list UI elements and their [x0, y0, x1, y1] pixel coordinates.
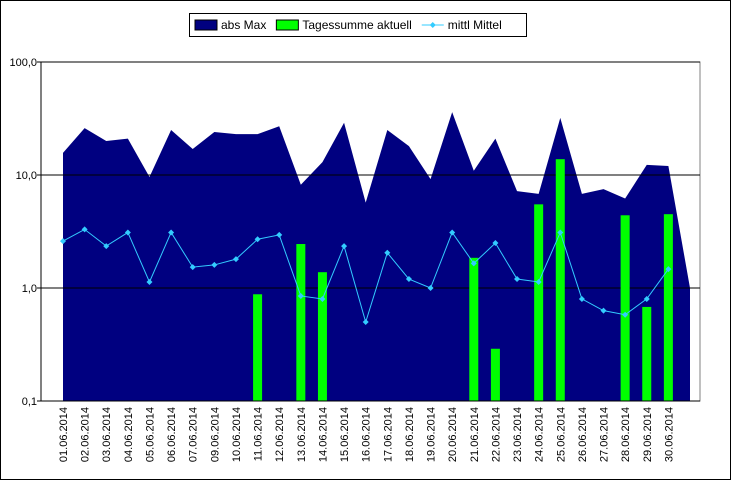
bar: [555, 159, 565, 401]
bar: [490, 348, 500, 401]
y-tick-label: 0,1: [22, 396, 37, 408]
marker: [232, 256, 239, 263]
x-tick-label: 05.06.2014: [144, 407, 156, 462]
bar: [620, 215, 630, 401]
bar: [534, 204, 544, 401]
bar: [663, 214, 673, 401]
x-tick-label: 24.06.2014: [534, 407, 546, 462]
x-tick-label: 19.06.2014: [426, 407, 438, 462]
bar: [253, 294, 263, 401]
x-tick-label: 17.06.2014: [382, 407, 394, 462]
bar: [469, 257, 479, 401]
y-tick-label: 1,0: [22, 283, 37, 295]
bar: [642, 306, 652, 401]
x-tick-label: 20.06.2014: [447, 407, 459, 462]
marker: [362, 319, 369, 326]
x-tick-label: 07.06.2014: [188, 407, 200, 462]
x-tick-label: 03.06.2014: [101, 407, 113, 462]
x-tick-label: 06.06.2014: [166, 407, 178, 462]
x-tick-label: 21.06.2014: [469, 407, 481, 462]
x-tick-label: 22.06.2014: [490, 407, 502, 462]
marker: [427, 285, 434, 291]
marker: [319, 295, 326, 302]
bar: [296, 244, 306, 401]
x-tick-label: 26.06.2014: [577, 407, 589, 462]
area: [63, 112, 690, 401]
x-tick-label: 01.06.2014: [58, 407, 70, 462]
legend-label: mittl Mittel: [448, 18, 502, 32]
marker: [81, 226, 88, 233]
marker: [492, 240, 499, 247]
marker: [622, 311, 629, 318]
x-tick-label: 30.06.2014: [663, 407, 675, 462]
x-tick-label: 10.06.2014: [231, 407, 243, 462]
x-tick-label: 18.06.2014: [404, 407, 416, 462]
x-tick-label: 11.06.2014: [253, 407, 265, 461]
x-tick-label: 27.06.2014: [599, 407, 611, 462]
x-tick-label: 28.06.2014: [620, 407, 632, 462]
marker: [254, 236, 261, 243]
marker: [189, 264, 196, 271]
marker: [103, 243, 110, 250]
marker: [600, 307, 607, 314]
marker: [146, 279, 153, 286]
marker: [297, 292, 304, 299]
marker: [341, 243, 348, 250]
x-tick-label: 15.06.2014: [339, 407, 351, 462]
x-tick-label: 04.06.2014: [123, 407, 135, 462]
marker: [60, 238, 66, 245]
marker: [168, 229, 175, 236]
bar: [317, 272, 327, 401]
marker: [384, 249, 391, 256]
x-tick-label: 25.06.2014: [555, 407, 567, 462]
marker: [665, 266, 672, 273]
x-tick-label: 29.06.2014: [642, 407, 654, 462]
marker: [643, 295, 650, 302]
x-tick-label: 14.06.2014: [317, 407, 329, 462]
marker: [211, 261, 218, 268]
x-tick-label: 16.06.2014: [361, 407, 373, 462]
x-tick-label: 23.06.2014: [512, 407, 524, 462]
marker: [470, 260, 477, 267]
legend-swatch: [429, 22, 436, 28]
legend-swatch: [275, 19, 299, 31]
legend-box: [189, 13, 527, 37]
y-tick-label: 10,0: [16, 170, 37, 182]
legend-label: abs Max: [221, 18, 266, 32]
marker: [535, 279, 542, 286]
legend-label: Tagessumme aktuell: [302, 18, 411, 32]
marker: [578, 295, 585, 302]
marker: [514, 276, 521, 283]
marker: [124, 229, 131, 236]
marker: [405, 276, 412, 283]
legend-swatch: [194, 19, 218, 31]
x-tick-label: 09.06.2014: [209, 407, 221, 462]
x-tick-label: 02.06.2014: [80, 407, 92, 462]
marker: [449, 229, 456, 236]
marker: [557, 229, 564, 236]
marker: [276, 231, 283, 238]
x-tick-label: 12.06.2014: [274, 407, 286, 462]
legend: abs Max Tagessumme aktuell mittl Mittel: [189, 13, 527, 37]
y-tick-label: 100,0: [9, 57, 37, 69]
x-tick-label: 13.06.2014: [296, 407, 308, 462]
